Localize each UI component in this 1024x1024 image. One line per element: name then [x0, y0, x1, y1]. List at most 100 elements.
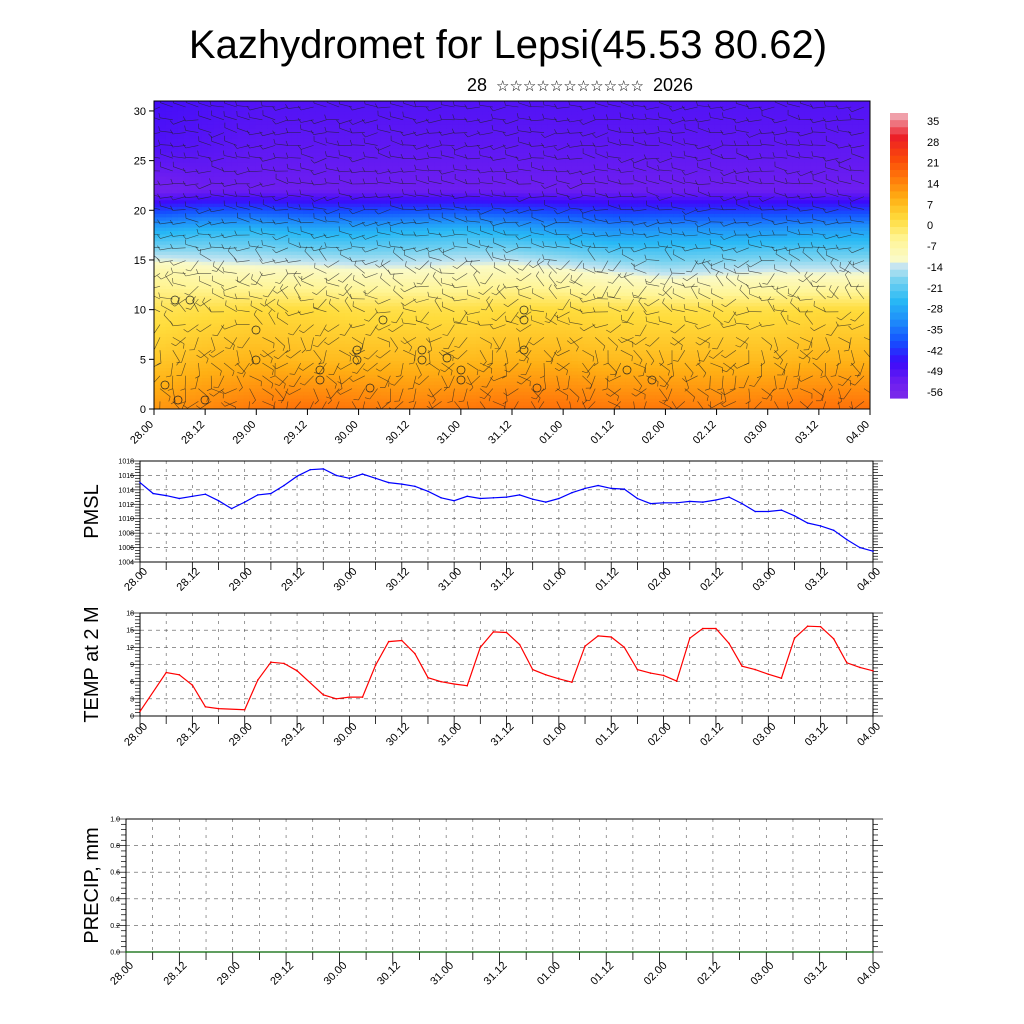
heatmap-cell: [398, 272, 406, 277]
heatmap-cell: [440, 159, 447, 164]
heatmap-cell: [189, 237, 197, 242]
heatmap-cell: [303, 268, 310, 273]
heatmap-cell: [380, 337, 388, 342]
heatmap-cell: [303, 248, 310, 253]
heatmap-cell: [416, 316, 424, 321]
heatmap-cell: [255, 285, 262, 290]
heatmap-cell: [350, 357, 358, 362]
heatmap-cell: [189, 131, 197, 136]
heatmap-cell: [177, 278, 185, 283]
heatmap-cell: [464, 364, 471, 369]
heatmap-cell: [333, 244, 340, 249]
heatmap-cell: [219, 220, 227, 225]
heatmap-cell: [255, 241, 262, 246]
heatmap-cell: [189, 207, 197, 212]
heatmap-cell: [159, 272, 167, 277]
heatmap-cell: [273, 354, 280, 359]
heatmap-cell: [422, 124, 430, 129]
heatmap-cell: [368, 296, 376, 301]
heatmap-cell: [362, 111, 370, 116]
heatmap-cell: [273, 302, 280, 307]
heatmap-cell: [291, 162, 298, 167]
heatmap-cell: [237, 313, 245, 318]
heatmap-cell: [255, 107, 262, 112]
heatmap-cell: [338, 302, 346, 307]
heatmap-cell: [154, 258, 161, 263]
heatmap-cell: [195, 258, 203, 263]
heatmap-cell: [321, 166, 328, 171]
heatmap-cell: [398, 275, 406, 280]
heatmap-cell: [440, 193, 447, 198]
heatmap-cell: [428, 289, 436, 294]
heatmap-cell: [368, 227, 376, 232]
heatmap-cell: [285, 388, 292, 393]
heatmap-cell: [279, 261, 286, 266]
heatmap-cell: [374, 350, 382, 355]
heatmap-cell: [309, 220, 316, 225]
heatmap-cell: [249, 285, 257, 290]
heatmap-cell: [285, 101, 292, 106]
heatmap-cell: [440, 179, 447, 184]
heatmap-cell: [410, 251, 418, 256]
heatmap-cell: [350, 138, 358, 143]
heatmap-cell: [327, 169, 334, 174]
heatmap-cell: [183, 203, 191, 208]
heatmap-cell: [327, 135, 334, 140]
heatmap-cell: [428, 196, 436, 201]
heatmap-cell: [315, 350, 322, 355]
heatmap-cell: [165, 210, 173, 215]
heatmap-cell: [410, 200, 418, 205]
heatmap-cell: [333, 326, 340, 331]
heatmap-cell: [165, 224, 173, 229]
heatmap-cell: [440, 302, 447, 307]
heatmap-cell: [219, 255, 227, 260]
heatmap-cell: [165, 378, 173, 383]
heatmap-cell: [338, 272, 346, 277]
heatmap-cell: [398, 217, 406, 222]
heatmap-cell: [219, 320, 227, 325]
heatmap-cell: [392, 367, 400, 372]
heatmap-cell: [392, 371, 400, 376]
heatmap-cell: [338, 316, 346, 321]
heatmap-cell: [356, 261, 364, 266]
heatmap-cell: [476, 193, 483, 198]
heatmap-cell: [338, 333, 346, 338]
heatmap-cell: [422, 172, 430, 177]
heatmap-cell: [243, 323, 251, 328]
heatmap-cell: [362, 152, 370, 157]
heatmap-cell: [279, 186, 286, 191]
heatmap-cell: [470, 210, 477, 215]
heatmap-cell: [177, 166, 185, 171]
heatmap-cell: [297, 152, 304, 157]
heatmap-cell: [273, 213, 280, 218]
heatmap-cell: [362, 104, 370, 109]
heatmap-cell: [231, 388, 239, 393]
heatmap-cell: [392, 155, 400, 160]
heatmap-cell: [183, 114, 191, 119]
heatmap-cell: [321, 320, 328, 325]
heatmap-cell: [195, 135, 203, 140]
heatmap-cell: [321, 350, 328, 355]
heatmap-cell: [201, 118, 209, 123]
heatmap-cell: [171, 296, 179, 301]
heatmap-cell: [374, 176, 382, 181]
heatmap-cell: [165, 405, 173, 409]
heatmap-cell: [171, 166, 179, 171]
heatmap-cell: [338, 309, 346, 314]
heatmap-cell: [249, 289, 257, 294]
heatmap-cell: [470, 213, 477, 218]
heatmap-cell: [225, 285, 233, 290]
heatmap-cell: [333, 367, 340, 372]
heatmap-cell: [470, 172, 477, 177]
heatmap-cell: [452, 398, 459, 403]
heatmap-cell: [207, 176, 215, 181]
heatmap-cell: [261, 258, 268, 263]
heatmap-cell: [303, 251, 310, 256]
heatmap-cell: [154, 330, 161, 335]
heatmap-cell: [171, 179, 179, 184]
heatmap-cell: [386, 104, 394, 109]
heatmap-cell: [154, 309, 161, 314]
heatmap-cell: [327, 405, 334, 409]
heatmap-cell: [350, 169, 358, 174]
heatmap-cell: [279, 391, 286, 396]
